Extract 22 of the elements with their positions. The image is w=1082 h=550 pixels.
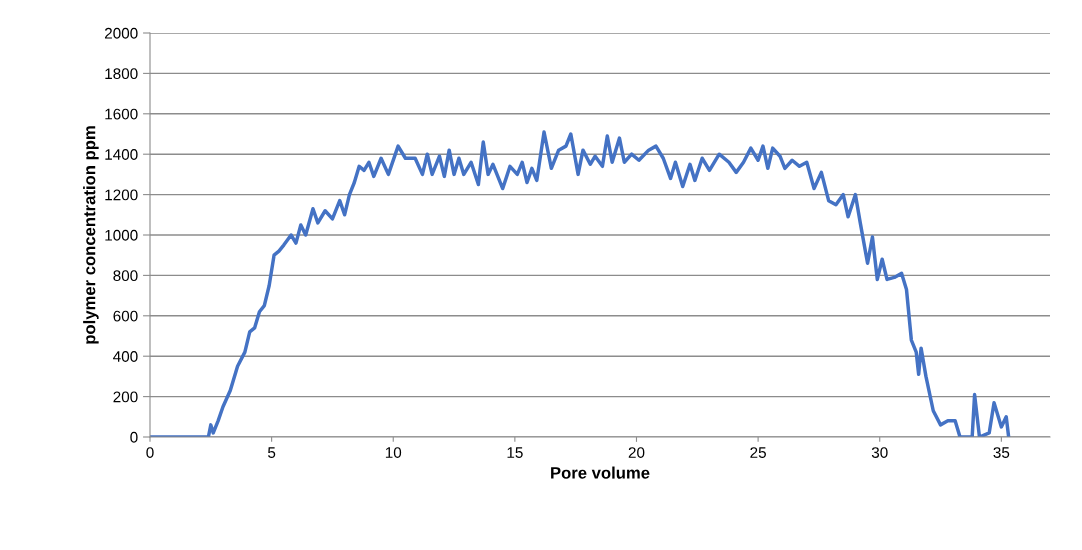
y-tick-label: 1800 xyxy=(105,68,138,80)
y-tick-label: 800 xyxy=(113,270,138,282)
x-tick-label: 35 xyxy=(993,447,1010,458)
y-tick-label: 200 xyxy=(113,391,138,403)
x-tick-label: 5 xyxy=(267,447,276,458)
line-series xyxy=(150,130,1011,437)
x-tick-label: 20 xyxy=(628,447,645,458)
y-tick-label: 0 xyxy=(130,431,138,443)
y-tick-label: 1200 xyxy=(105,189,138,201)
y-axis-title: polymer concentration ppm xyxy=(83,126,99,344)
y-tick-label: 1600 xyxy=(105,108,138,120)
x-tick-label: 15 xyxy=(507,447,523,458)
y-tick-label: 1400 xyxy=(105,149,138,160)
y-tick-label: 400 xyxy=(113,351,138,362)
x-tick-label: 0 xyxy=(146,447,154,458)
y-tick-label: 600 xyxy=(113,310,138,322)
x-tick-label: 25 xyxy=(750,447,766,458)
y-tick-label: 2000 xyxy=(104,27,138,39)
x-axis-title: Pore volume xyxy=(551,466,650,479)
x-tick-label: 30 xyxy=(871,447,888,458)
y-tick-label: 1000 xyxy=(105,229,138,241)
x-tick-label: 10 xyxy=(385,447,402,458)
